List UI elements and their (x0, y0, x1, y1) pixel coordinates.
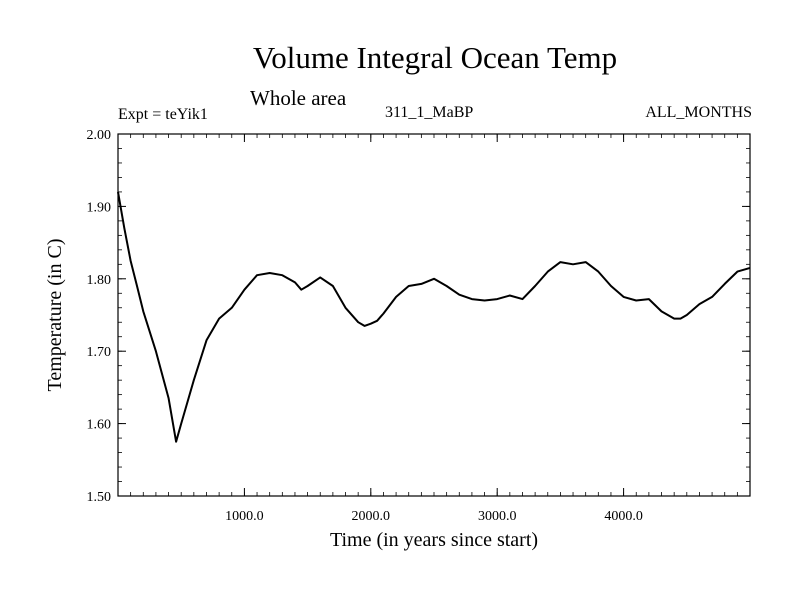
y-tick-label: 2.00 (87, 128, 112, 143)
x-axis: 1000.0 2000.0 3000.0 4000.0 (130, 134, 738, 524)
x-axis-label: Time (in years since start) (330, 529, 538, 551)
y-tick-label: 1.50 (87, 490, 112, 505)
plot-frame (117, 133, 751, 497)
y-tick-label: 1.70 (87, 345, 112, 360)
temperature-series-line (117, 191, 751, 443)
chart-title: Volume Integral Ocean Temp (252, 40, 618, 75)
x-tick-label: 2000.0 (352, 509, 391, 524)
y-axis-label: Temperature (in C) (44, 239, 66, 392)
experiment-label: Expt = teYik1 (118, 106, 208, 123)
case-label: 311_1_MaBP (385, 104, 474, 121)
y-tick-label: 1.90 (87, 200, 112, 215)
x-tick-label: 1000.0 (225, 509, 264, 524)
y-axis: 1.50 1.60 1.70 1.80 1.90 2.00 (87, 128, 750, 505)
x-tick-label: 3000.0 (478, 509, 517, 524)
months-label: ALL_MONTHS (645, 104, 752, 121)
x-tick-label: 4000.0 (604, 509, 643, 524)
chart-subtitle: Whole area (250, 86, 347, 110)
y-tick-label: 1.60 (87, 418, 112, 433)
y-tick-label: 1.80 (87, 273, 112, 288)
